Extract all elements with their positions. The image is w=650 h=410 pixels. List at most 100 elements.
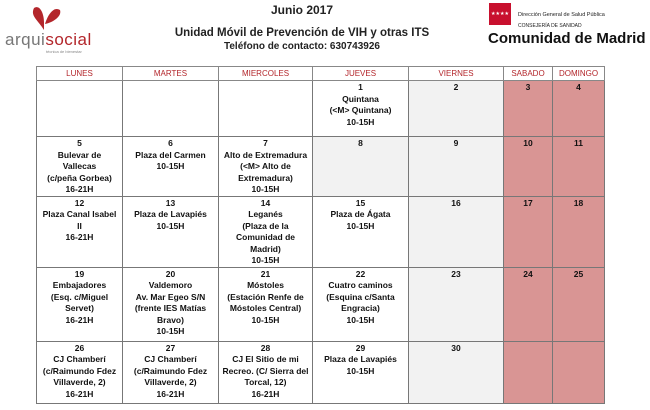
event-line: Valdemoro [148,280,193,290]
event-line: 10-15H [346,365,375,376]
week-row: 5 Bulevar de Vallecas (c/peña Gorbea) 16-21H… [36,136,605,197]
day-number: 16 [451,197,461,208]
day-number: 29 [355,342,366,353]
contact-phone: Teléfono de contacto: 630743926 [224,41,380,52]
event-line: Av. Mar Egeo S/N [135,291,206,302]
event-line: 10-15H [346,220,375,231]
day-number: 11 [574,138,583,148]
day-cell: 30 [408,340,504,404]
brand-name: arquisocial [5,30,92,49]
day-header-miercoles: MIERCOLES [218,66,313,81]
madrid-flag-icon: ★★★★ [489,3,511,25]
event-line: Torcal, 12) [244,377,287,387]
event-line: Bulevar de [57,149,102,160]
event-line: (frente IES Matías [134,303,207,313]
event-line: Plaza de Ágata [330,209,391,219]
event-line: Plaza de Lavapiés [134,209,207,219]
day-cell: 6 Plaza del Carmen 10-15H [122,136,219,197]
event-line: Engracia) [341,303,380,313]
day-header-sabado: SABADO [503,66,553,81]
day-number: 25 [573,268,584,279]
event-line: Recreo. (C/ Sierra del [222,365,309,376]
day-number: 3 [525,82,531,92]
event-line: Plaza de Lavapiés [324,354,397,364]
week-row: 19 Embajadores (Esq. c/Miguel Servet) 16-21H… [36,266,605,342]
day-cell: 26 CJ Chamberí (c/Raimundo Fdez Villaverde,… [36,340,123,404]
day-cell: 18 [552,195,605,268]
day-cell: 7 Alto de Extremadura (<M> Alto de Extremad… [218,136,313,197]
day-number: 5 [77,138,82,148]
day-cell: 12 Plaza Canal Isabel II 16-21H [36,195,123,268]
day-number: 12 [74,197,85,208]
event-line: Plaza del Carmen [135,149,206,160]
day-cell: 3 [503,80,553,137]
brand-tagline: técnica de bienestar [46,49,82,54]
day-cell: 25 [552,266,605,342]
day-cell: 14 Leganés (Plaza de la Comunidad de Madrid)… [218,195,313,268]
event-line: (Plaza de la [242,220,289,231]
day-cell: 13 Plaza de Lavapiés 10-15H [122,195,219,268]
event-line: Comunidad de [235,232,296,242]
day-cell [36,80,123,137]
day-cell [552,340,605,404]
day-number: 7 [263,138,268,148]
event-line: 10-15H [346,116,375,127]
event-line: Servet) [65,303,94,313]
event-line: (c/Raimundo Fdez [42,365,117,376]
event-line: 10-15H [251,255,280,265]
event-line: Móstoles [247,280,284,290]
event-line: Extremadura) [238,172,293,183]
event-line: 16-21H [156,388,185,399]
day-number: 24 [523,268,533,279]
day-cell: 10 [503,136,553,197]
day-number: 21 [260,268,271,279]
consejeria-label: CONSEJERÍA DE SANIDAD [518,23,582,29]
day-cell: 23 [408,266,504,342]
day-number: 28 [260,342,271,353]
event-line: Alto de Extremadura [223,149,308,160]
day-cell: 22 Cuatro caminos (Esquina c/Santa Engracia… [312,266,409,342]
week-row: 12 Plaza Canal Isabel II 16-21H 13 Plaza de L… [36,195,605,268]
day-header-jueves: JUEVES [312,66,409,81]
event-line: 10-15H [156,161,185,171]
event-line: Madrid) [250,243,281,254]
event-line: Vallecas [62,161,97,171]
event-line: (c/peña Gorbea) [47,172,112,183]
day-cell: 29 Plaza de Lavapiés 10-15H [312,340,409,404]
event-line: Villaverde, 2) [53,377,106,387]
day-cell: 1 Quintana (<M> Quintana) 10-15H [312,80,409,137]
day-number: 10 [523,138,533,148]
week-row: 26 CJ Chamberí (c/Raimundo Fdez Villaverde,… [36,340,605,404]
day-number: 2 [453,82,459,92]
event-line: Plaza Canal Isabel [42,209,117,219]
day-number: 13 [165,197,176,208]
calendar-table: LUNES MARTES MIERCOLES JUEVES VIERNES SABADO D… [36,66,605,404]
event-line: Villaverde, 2) [144,377,197,387]
day-number: 6 [168,138,173,148]
day-number: 22 [355,268,366,279]
day-header-lunes: LUNES [36,66,123,81]
day-number: 17 [523,197,533,208]
day-number: 30 [451,342,461,353]
week-row: 1 Quintana (<M> Quintana) 10-15H 2 3 4 [36,80,605,137]
dg-salud-label: Dirección General de Salud Pública [518,12,605,18]
day-number: 9 [453,138,459,148]
event-line: 10-15H [156,220,185,231]
day-number: 14 [260,197,271,208]
day-cell [503,340,553,404]
day-number: 4 [576,82,581,92]
event-line: 16-21H [65,388,94,399]
event-line: 16-21H [251,388,280,399]
event-line: 10-15H [156,326,185,336]
event-line: (c/Raimundo Fdez [133,365,208,376]
event-line: Cuatro caminos [328,280,393,290]
day-number: 18 [573,197,584,208]
day-cell: 17 [503,195,553,268]
event-line: (<M> Quintana) [329,105,392,115]
event-line: 10-15H [346,314,375,325]
event-line: (Esq. c/Miguel [50,291,109,302]
day-cell: 16 [408,195,504,268]
event-line: CJ El Sitio de mi [232,354,299,364]
page-title: Unidad Móvil de Prevención de VIH y otra… [174,27,430,39]
day-cell: 15 Plaza de Ágata 10-15H [312,195,409,268]
